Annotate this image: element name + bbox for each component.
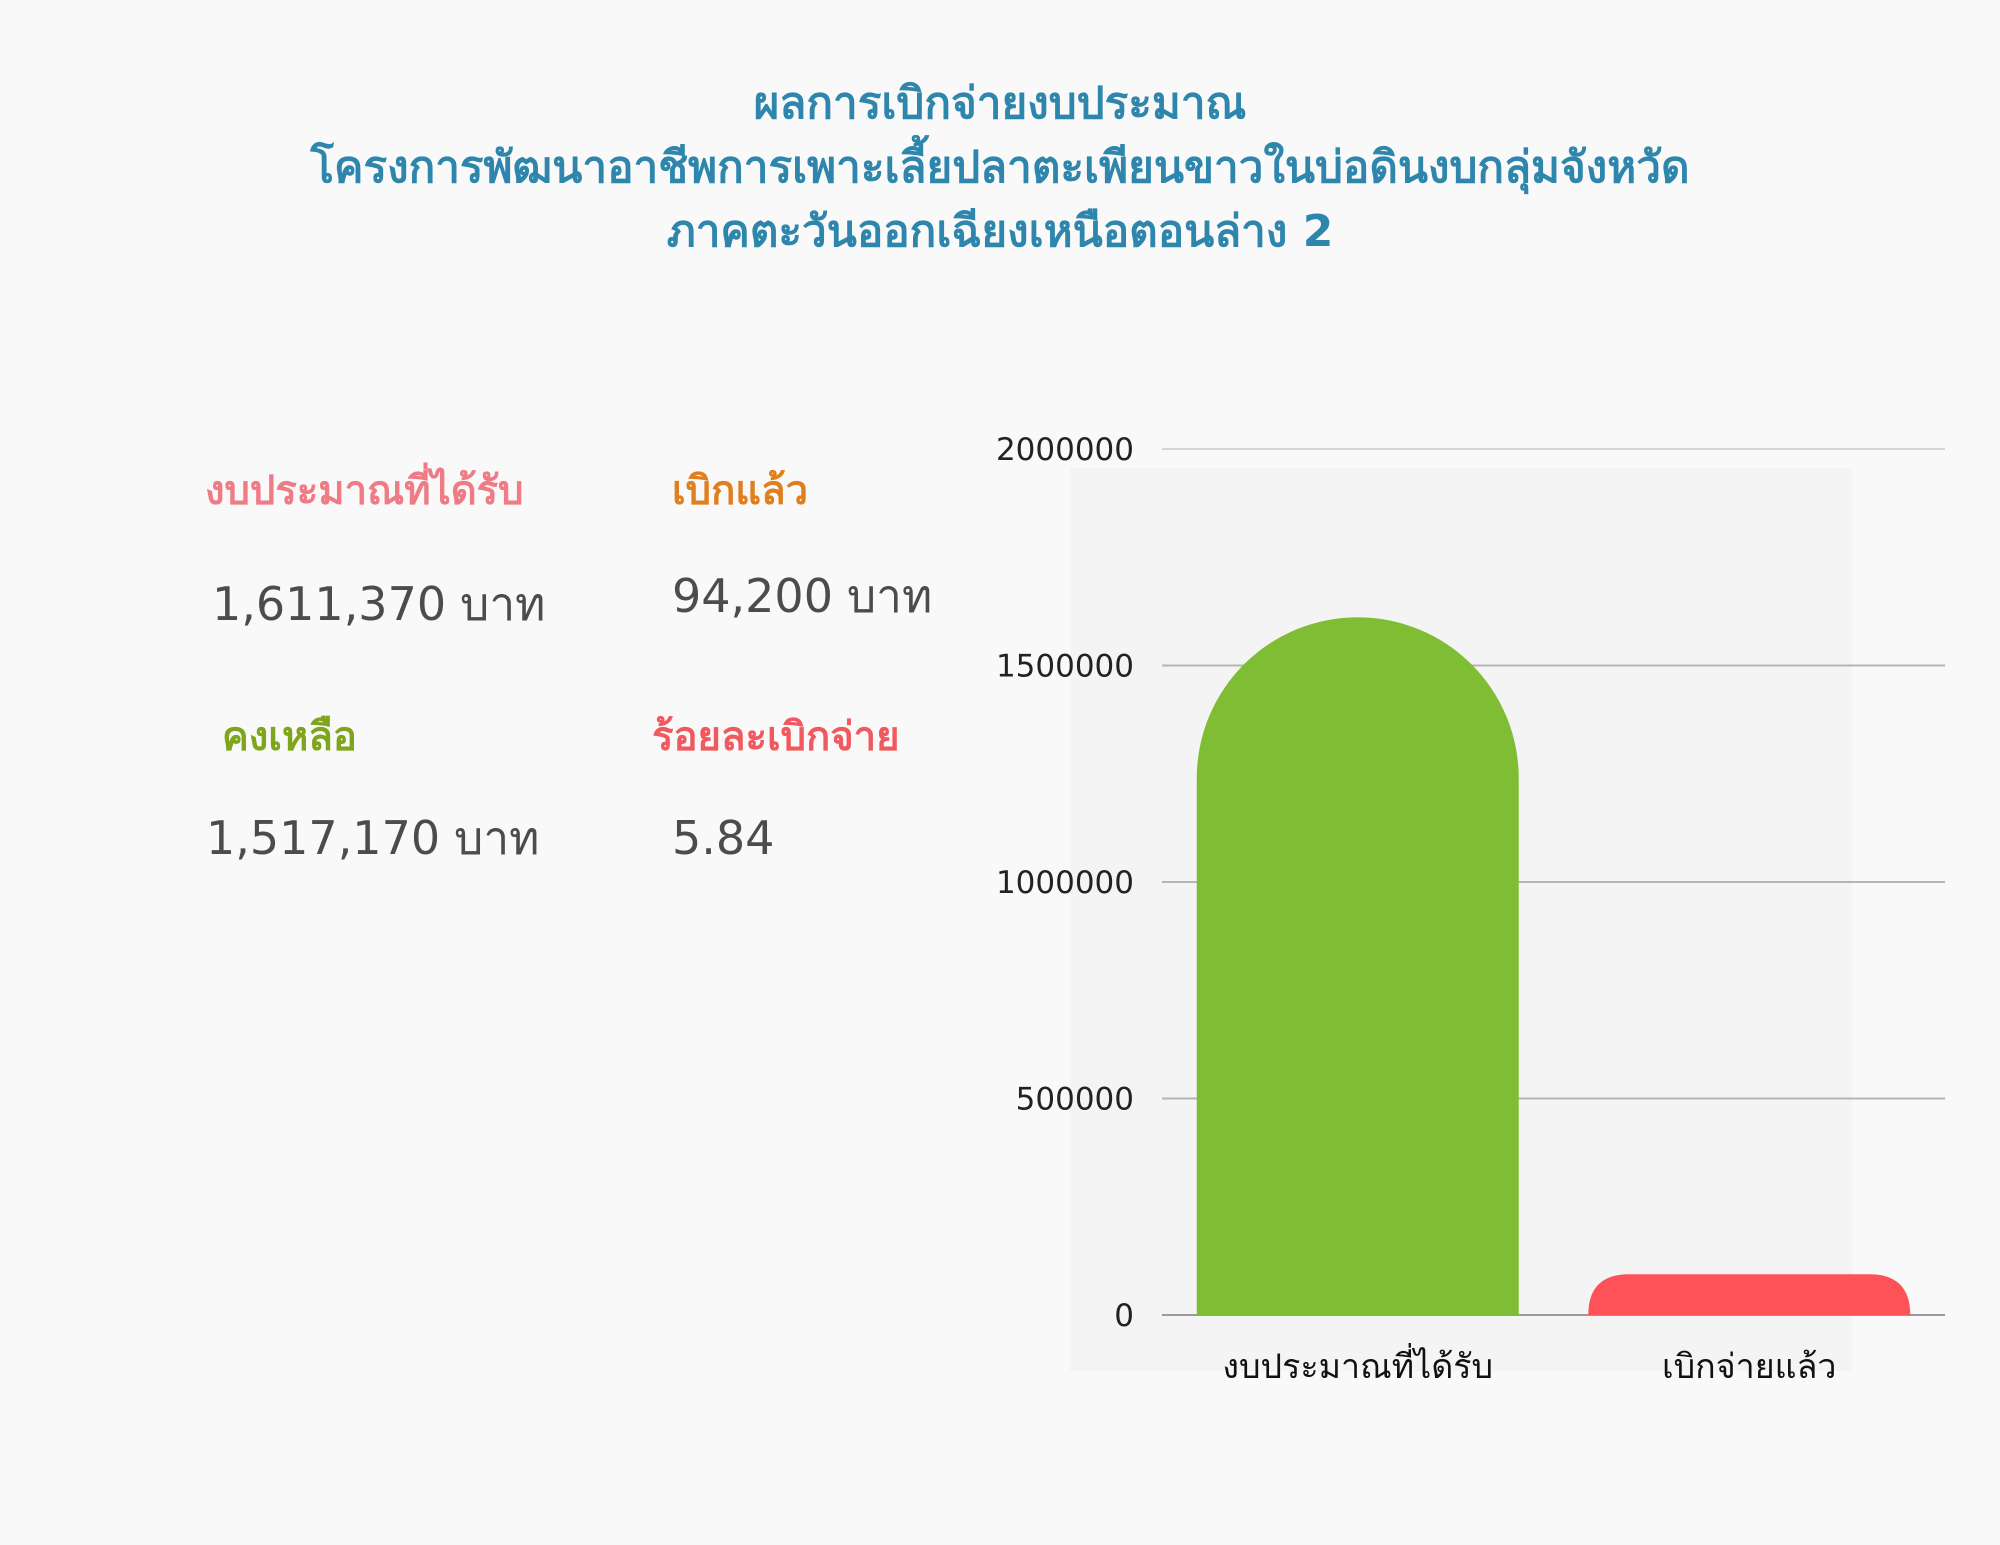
- remaining-unit: บาท: [454, 811, 540, 865]
- title-line-2: โครงการพัฒนาอาชีพการเพาะเลี้ยปลาตะเพียนข…: [310, 142, 1690, 193]
- budget-value: 1,611,370 บาท: [212, 576, 545, 632]
- chart-title: ผลการเบิกจ่ายงบประมาณ โครงการพัฒนาอาชีพก…: [0, 72, 2000, 264]
- y-tick-label: 500000: [1016, 1082, 1134, 1118]
- x-category-label: เบิกจ่ายแล้ว: [1662, 1347, 1837, 1387]
- y-axis: 0 500000 1000000 1500000 2000000: [996, 432, 1134, 1334]
- remaining-label: คงเหลือ: [222, 714, 357, 760]
- budget-amount: 1,611,370: [212, 577, 447, 631]
- budget-unit: บาท: [460, 577, 546, 631]
- disbursed-value: 94,200 บาท: [672, 568, 932, 624]
- disbursed-label: เบิกแล้ว: [672, 468, 809, 514]
- bar-chart: 0 500000 1000000 1500000 2000000 งบประมาณที่…: [996, 432, 1945, 1387]
- y-tick-label: 2000000: [996, 432, 1134, 468]
- x-category-label: งบประมาณที่ได้รับ: [1222, 1343, 1493, 1387]
- y-tick-label: 0: [1114, 1298, 1134, 1334]
- bar-1: [1196, 617, 1519, 1315]
- bar-2: [1588, 1274, 1911, 1315]
- title-line-3: ภาคตะวันออกเฉียงเหนือตอนล่าง 2: [666, 206, 1334, 257]
- y-tick-label: 1500000: [996, 649, 1134, 685]
- percent-label: ร้อยละเบิกจ่าย: [652, 714, 900, 760]
- percent-value: 5.84: [672, 811, 775, 865]
- x-axis: งบประมาณที่ได้รับ เบิกจ่ายแล้ว: [1222, 1343, 1836, 1387]
- remaining-amount: 1,517,170: [206, 811, 441, 865]
- remaining-value: 1,517,170 บาท: [206, 810, 539, 866]
- y-tick-label: 1000000: [996, 865, 1134, 901]
- title-line-1: ผลการเบิกจ่ายงบประมาณ: [753, 78, 1247, 129]
- disbursed-amount: 94,200: [672, 569, 833, 623]
- budget-label: งบประมาณที่ได้รับ: [205, 468, 524, 514]
- disbursed-unit: บาท: [846, 569, 933, 623]
- bars: [1196, 617, 1911, 1315]
